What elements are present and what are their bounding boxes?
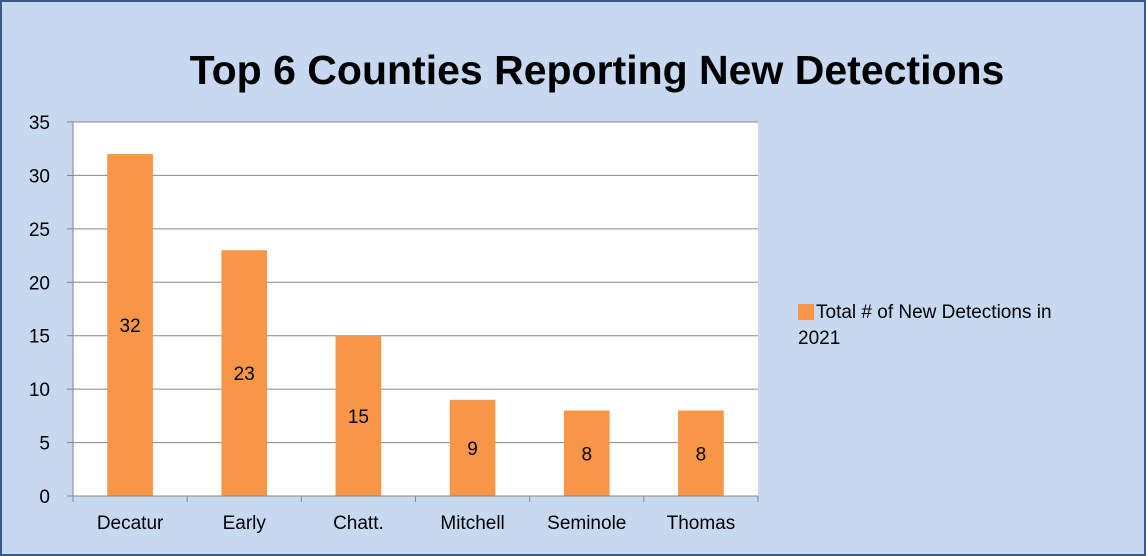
plot-area (73, 122, 758, 496)
bars: 32 23 15 9 8 8 (107, 154, 724, 497)
y-tick-label: 15 (29, 327, 50, 348)
bar-mitchell (449, 399, 496, 496)
bar-chatt (335, 335, 382, 496)
x-tick-label: Mitchell (440, 513, 504, 534)
x-tick-label: Seminole (547, 513, 626, 534)
x-tick-label: Thomas (667, 513, 736, 534)
chart-title: Top 6 Counties Reporting New Detections (190, 47, 1005, 93)
bar-decatur (107, 154, 153, 497)
data-label: 32 (120, 316, 141, 337)
data-label: 8 (696, 444, 707, 465)
y-tick-label: 10 (29, 380, 50, 401)
y-tick-label: 20 (29, 273, 50, 294)
y-tick-label: 25 (29, 220, 50, 241)
legend-swatch (798, 304, 814, 320)
bar-early (221, 250, 268, 496)
data-label: 15 (348, 407, 369, 428)
y-tick-label: 35 (29, 113, 50, 134)
bar-thomas (678, 410, 724, 496)
x-tick-label: Decatur (97, 513, 164, 534)
y-tick-label: 5 (39, 434, 50, 455)
axes: 0 5 10 15 20 25 30 35 Decatur Early Chatt. Mitchell… (29, 113, 759, 534)
y-tick-label: 30 (29, 166, 50, 187)
data-label: 8 (581, 444, 592, 465)
legend-label: Total # of New Detections in 2021 (798, 302, 1052, 349)
bar-seminole (563, 410, 610, 496)
x-tick-label: Early (223, 513, 267, 534)
data-label: 9 (467, 439, 478, 460)
y-tick-label: 0 (39, 487, 50, 508)
legend: Total # of New Detections in 2021 (798, 302, 1052, 349)
x-tick-label: Chatt. (333, 513, 384, 534)
gridlines (73, 121, 758, 444)
data-label: 23 (234, 364, 255, 385)
